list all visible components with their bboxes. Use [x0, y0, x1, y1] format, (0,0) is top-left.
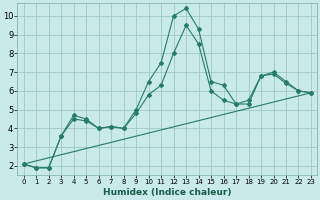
- X-axis label: Humidex (Indice chaleur): Humidex (Indice chaleur): [103, 188, 232, 197]
